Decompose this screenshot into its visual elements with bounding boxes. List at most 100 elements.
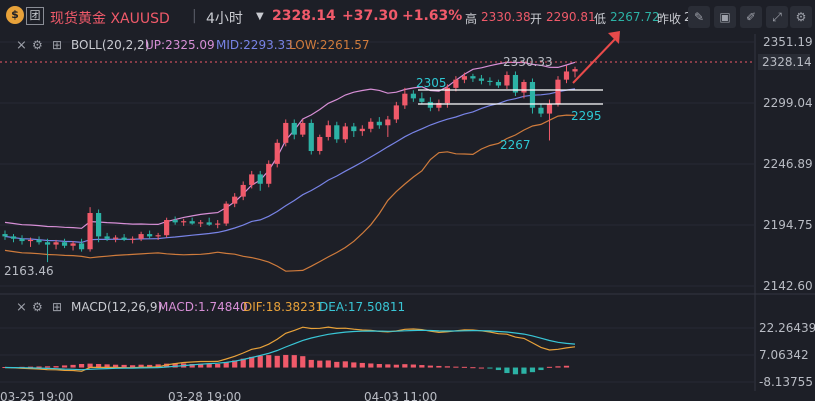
macd-bar[interactable] — [470, 367, 476, 369]
candle[interactable] — [444, 87, 450, 104]
settings-icon[interactable]: ⚙ — [790, 6, 812, 28]
macd-bar[interactable] — [232, 360, 238, 368]
timeframe-select[interactable]: 4小时 — [206, 11, 243, 27]
candle[interactable] — [453, 79, 459, 88]
macd-bar[interactable] — [402, 364, 408, 368]
macd-bar[interactable] — [546, 366, 553, 368]
candle[interactable] — [512, 74, 519, 93]
macd-bar[interactable] — [266, 355, 272, 368]
candle[interactable] — [257, 174, 263, 184]
candle[interactable] — [181, 221, 187, 223]
candle[interactable] — [410, 93, 416, 99]
candle[interactable] — [436, 103, 442, 108]
candle[interactable] — [376, 121, 382, 126]
candle[interactable] — [487, 80, 493, 82]
candle[interactable] — [359, 128, 365, 132]
macd-bar[interactable] — [206, 363, 212, 368]
candle[interactable] — [19, 238, 25, 242]
macd-bar[interactable] — [478, 367, 485, 369]
candle[interactable] — [427, 101, 433, 108]
candle[interactable] — [198, 222, 204, 224]
candle[interactable] — [10, 236, 17, 239]
macd-bar[interactable] — [495, 367, 502, 371]
candle[interactable] — [291, 122, 297, 135]
candle[interactable] — [521, 81, 527, 93]
macd-bar[interactable] — [555, 366, 561, 368]
settings-icon[interactable]: ⚙ — [32, 38, 43, 52]
macd-bar[interactable] — [461, 366, 468, 368]
symbol-name[interactable]: 现货黄金 XAUUSD — [50, 11, 170, 27]
macd-bar[interactable] — [27, 366, 34, 368]
candle[interactable] — [342, 126, 348, 140]
candle[interactable] — [147, 234, 153, 237]
candle[interactable] — [385, 119, 391, 126]
macd-bar[interactable] — [138, 364, 144, 368]
macd-bar[interactable] — [317, 360, 323, 368]
candle[interactable] — [130, 238, 136, 240]
macd-bar[interactable] — [436, 365, 442, 368]
candle[interactable] — [27, 239, 34, 242]
candle[interactable] — [104, 236, 110, 239]
candle[interactable] — [2, 234, 8, 237]
macd-bar[interactable] — [283, 354, 289, 368]
candle[interactable] — [155, 235, 161, 237]
macd-bar[interactable] — [504, 367, 510, 374]
visibility-toggle-icon[interactable]: ⨯ — [16, 300, 27, 315]
macd-bar[interactable] — [274, 355, 280, 368]
candle[interactable] — [164, 220, 170, 236]
macd-bar[interactable] — [249, 356, 255, 368]
candle[interactable] — [223, 203, 229, 224]
macd-bar[interactable] — [521, 367, 527, 374]
currency-icon[interactable]: $ — [6, 6, 24, 24]
fullscreen-icon[interactable]: ⤢ — [766, 6, 788, 28]
macd-bar[interactable] — [164, 363, 170, 368]
macd-bar[interactable] — [112, 364, 119, 368]
macd-bar[interactable] — [529, 367, 536, 373]
macd-bar[interactable] — [104, 364, 110, 368]
candle[interactable] — [572, 69, 578, 72]
macd-bar[interactable] — [257, 355, 263, 368]
macd-bar[interactable] — [53, 366, 59, 368]
candle[interactable] — [172, 220, 178, 223]
macd-histogram[interactable] — [2, 354, 570, 375]
macd-bar[interactable] — [70, 364, 76, 368]
brush-icon[interactable]: ✐ — [740, 6, 762, 28]
visibility-toggle-icon[interactable]: ⨯ — [16, 38, 27, 53]
candle[interactable] — [402, 93, 408, 106]
candle[interactable] — [470, 76, 476, 79]
macd-bar[interactable] — [36, 366, 42, 368]
candle[interactable] — [283, 122, 289, 143]
camera-icon[interactable]: ▣ — [714, 6, 736, 28]
macd-bar[interactable] — [172, 363, 178, 368]
group-badge[interactable]: 团 — [26, 7, 44, 25]
candle[interactable] — [546, 104, 553, 114]
candle[interactable] — [529, 81, 536, 108]
expand-icon[interactable]: ⊞ — [52, 38, 62, 52]
macd-bar[interactable] — [334, 361, 340, 368]
candle[interactable] — [240, 184, 246, 197]
macd-bar[interactable] — [215, 363, 221, 368]
candle[interactable] — [215, 223, 221, 225]
macd-bar[interactable] — [155, 364, 161, 368]
chevron-down-icon[interactable]: ▼ — [256, 11, 264, 22]
macd-bar[interactable] — [410, 364, 416, 368]
macd-bar[interactable] — [147, 364, 153, 368]
macd-bar[interactable] — [419, 365, 425, 368]
candle[interactable] — [266, 163, 272, 184]
candle[interactable] — [419, 98, 425, 102]
candle[interactable] — [334, 125, 340, 140]
candle[interactable] — [138, 234, 144, 239]
candle[interactable] — [308, 122, 314, 152]
candle[interactable] — [36, 239, 42, 243]
macd-bar[interactable] — [44, 366, 51, 368]
candle[interactable] — [44, 242, 51, 245]
candle[interactable] — [538, 107, 544, 114]
candle[interactable] — [112, 237, 119, 239]
candle[interactable] — [393, 105, 399, 120]
candle[interactable] — [189, 221, 195, 224]
macd-bar[interactable] — [87, 363, 93, 368]
macd-bar[interactable] — [189, 363, 195, 368]
draw-pen-icon[interactable]: ✎ — [688, 6, 710, 28]
candle[interactable] — [563, 71, 570, 80]
